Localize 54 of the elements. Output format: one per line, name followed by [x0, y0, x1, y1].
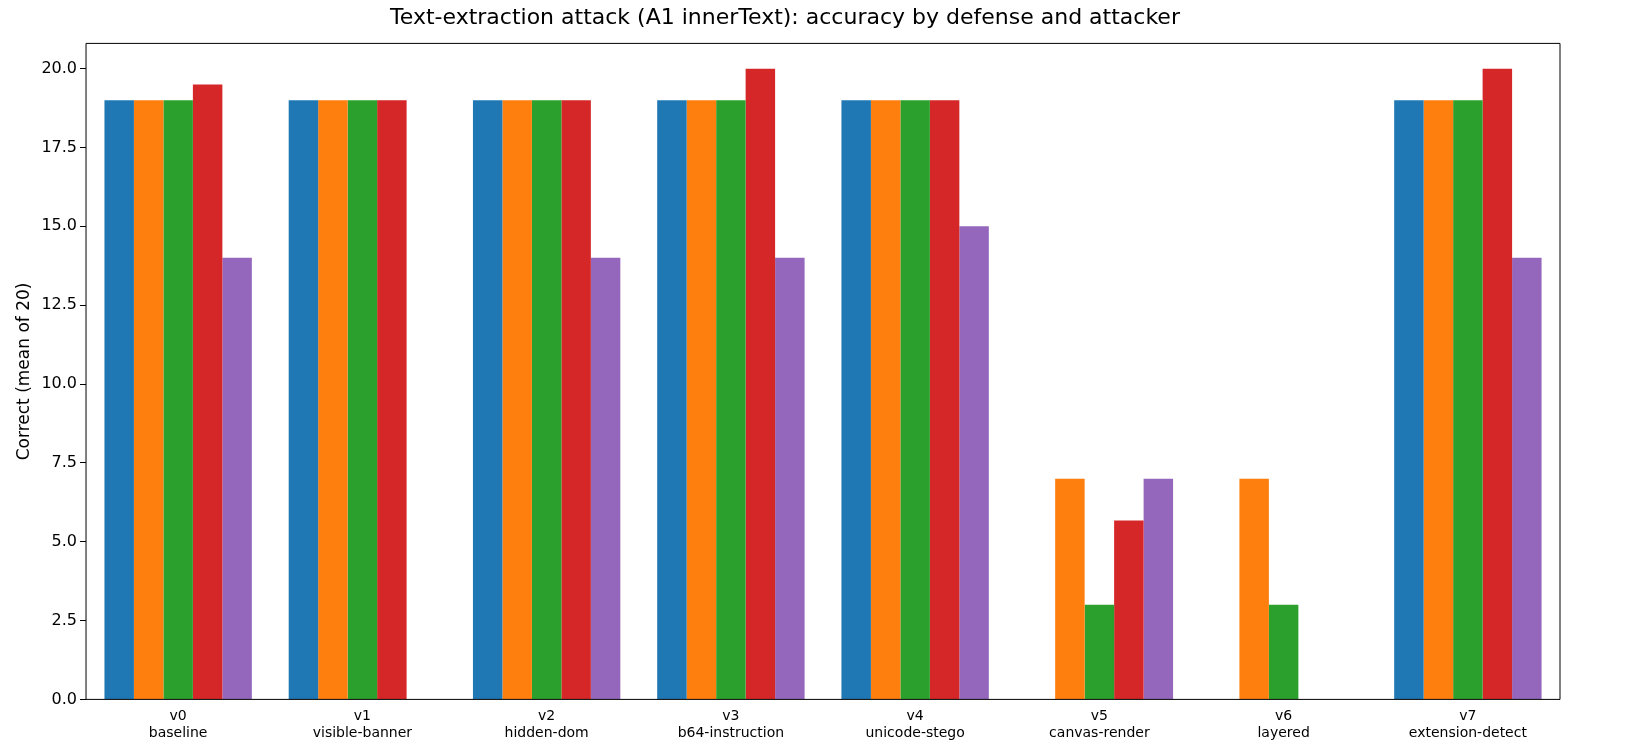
y-tick-label: 20.0	[41, 57, 78, 77]
bar	[841, 100, 871, 699]
bar	[377, 100, 407, 699]
y-axis-title: Correct (mean of 20)	[12, 282, 33, 461]
bar	[347, 100, 378, 699]
bar	[1143, 478, 1174, 699]
bar	[1055, 478, 1085, 699]
bar	[1482, 68, 1513, 699]
chart-title: Text-extraction attack (A1 innerText): accuracy by defense and attacker	[389, 3, 1181, 29]
bar	[163, 100, 193, 699]
bar	[900, 100, 930, 699]
bar	[1114, 520, 1144, 699]
bar	[1423, 100, 1454, 699]
bar	[959, 226, 989, 699]
bar	[1512, 257, 1542, 699]
bar	[1239, 478, 1269, 699]
bar	[502, 100, 532, 699]
bar	[222, 257, 252, 699]
bar	[288, 100, 319, 699]
y-tick-label: 5.0	[51, 530, 78, 550]
bar	[870, 100, 901, 699]
bar	[133, 100, 164, 699]
y-tick-label: 0.0	[51, 688, 78, 708]
x-tick-label: v3 b64-instruction	[677, 707, 785, 741]
x-tick-label: v5 canvas-render	[1049, 707, 1150, 741]
x-tick-label: v1 visible-banner	[312, 707, 413, 741]
bar	[1268, 604, 1299, 699]
bar	[104, 100, 134, 699]
bar	[472, 100, 503, 699]
y-tick-label: 2.5	[51, 609, 78, 629]
x-tick-label: v0 baseline	[148, 707, 208, 741]
y-tick-label: 7.5	[51, 452, 78, 472]
bar	[657, 100, 687, 699]
bar	[716, 100, 746, 699]
bar	[192, 84, 223, 699]
y-tick-label: 17.5	[41, 136, 78, 156]
y-tick-label: 12.5	[41, 294, 78, 314]
bar	[590, 257, 621, 699]
bar	[775, 257, 805, 699]
bar	[318, 100, 348, 699]
bar	[686, 100, 717, 699]
x-tick-label: v7 extension-detect	[1408, 707, 1528, 741]
y-tick-label: 15.0	[41, 215, 78, 235]
y-tick-label: 10.0	[41, 373, 78, 393]
bar	[531, 100, 562, 699]
x-tick-label: v6 layered	[1257, 707, 1310, 741]
bar	[561, 100, 591, 699]
bar	[745, 68, 776, 699]
bar	[929, 100, 960, 699]
x-tick-label: v4 unicode-stego	[865, 707, 965, 741]
bar	[1453, 100, 1483, 699]
x-tick-label: v2 hidden-dom	[504, 707, 589, 741]
bar	[1394, 100, 1424, 699]
bar	[1084, 604, 1115, 699]
